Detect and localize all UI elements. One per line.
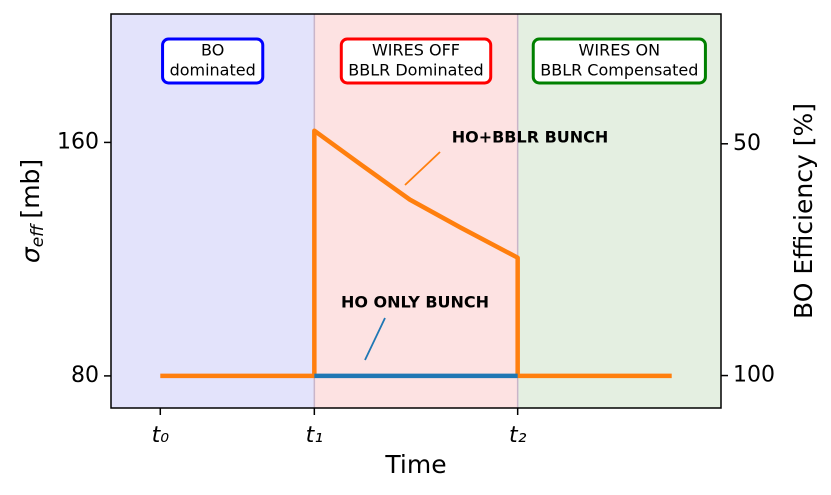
region-label: WIRES OFF [372, 41, 460, 60]
y-tick-label: 160 [57, 129, 99, 154]
annotation: HO+BBLR BUNCH [452, 128, 609, 147]
y-label-symbol: σ [16, 246, 45, 263]
y-label-unit: [mb] [16, 159, 45, 219]
region-label: BBLR Compensated [540, 61, 698, 80]
region-label: BBLR Dominated [348, 61, 483, 80]
x-axis-label: Time [384, 450, 446, 479]
annotation: HO ONLY BUNCH [341, 293, 489, 312]
y2-tick-label: 100 [733, 363, 775, 388]
annotation-pointer [404, 151, 441, 186]
y-axis-label: σeff [mb] [16, 159, 48, 263]
y2-tick-label: 50 [733, 131, 761, 156]
region-label-box [531, 37, 707, 85]
y2-axis-label: BO Efficiency [%] [789, 103, 818, 319]
region-label-box [161, 37, 265, 85]
region-label-box [339, 37, 493, 85]
series-line [160, 128, 672, 379]
x-tick-label: t₁ [306, 423, 323, 448]
x-tick-label: t₂ [509, 423, 527, 448]
region-label: WIRES ON [579, 41, 661, 60]
y-label-subscript: eff [28, 223, 48, 247]
y-tick-label: 80 [71, 363, 99, 388]
plot-frame [110, 13, 722, 409]
x-tick-label: t₀ [152, 423, 170, 448]
annotation-pointer [364, 317, 386, 361]
region-label: BO [201, 41, 224, 60]
region-label: dominated [170, 61, 256, 80]
